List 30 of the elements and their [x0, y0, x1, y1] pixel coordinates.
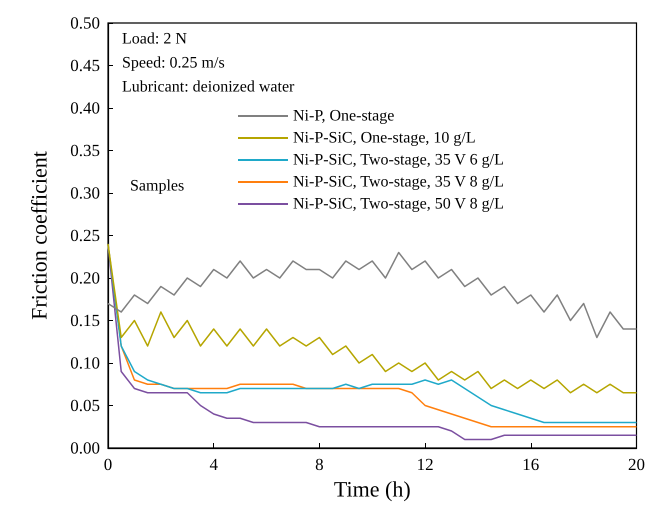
- legend-label: Ni-P-SiC, One-stage, 10 g/L: [293, 130, 476, 146]
- x-tick-label: 12: [416, 455, 434, 474]
- y-axis-title: Friction coefficient: [26, 151, 52, 320]
- annotation: Load: 2 N: [122, 30, 188, 48]
- y-tick-label: 0.15: [70, 311, 100, 330]
- y-tick-label: 0.45: [70, 56, 100, 75]
- y-tick-label: 0.30: [70, 184, 100, 202]
- line-series: [107, 243, 638, 394]
- legend-label: Ni-P, One-stage: [293, 108, 394, 124]
- x-axis-title: Time (h): [334, 476, 411, 502]
- x-tick-label: 8: [315, 455, 324, 474]
- legend-label: Ni-P-SiC, Two-stage, 35 V 6 g/L: [293, 152, 504, 168]
- x-tick-label: 20: [628, 455, 645, 474]
- y-tick-label: 0.00: [70, 438, 100, 458]
- annotation: Speed: 0.25 m/s: [122, 54, 225, 72]
- x-tick-label: 16: [522, 455, 540, 474]
- y-tick-label: 0.25: [70, 226, 100, 245]
- y-tick-label: 0.40: [70, 98, 100, 118]
- y-tick-label: 0.35: [70, 141, 100, 160]
- x-tick-label: 0: [104, 455, 112, 474]
- legend-label: Ni-P-SiC, Two-stage, 35 V 8 g/L: [293, 174, 504, 190]
- legend-title: Samples: [130, 178, 184, 194]
- annotation: Lubricant: deionized water: [122, 78, 296, 96]
- x-tick-label: 4: [209, 455, 218, 474]
- legend-label: Ni-P-SiC, Two-stage, 50 V 8 g/L: [293, 196, 504, 212]
- y-tick-label: 0.10: [70, 354, 100, 372]
- y-tick-label: 0.20: [70, 268, 100, 288]
- y-tick-label: 0.05: [70, 396, 100, 415]
- line-series: [107, 252, 638, 338]
- y-tick-label: 0.50: [70, 14, 100, 32]
